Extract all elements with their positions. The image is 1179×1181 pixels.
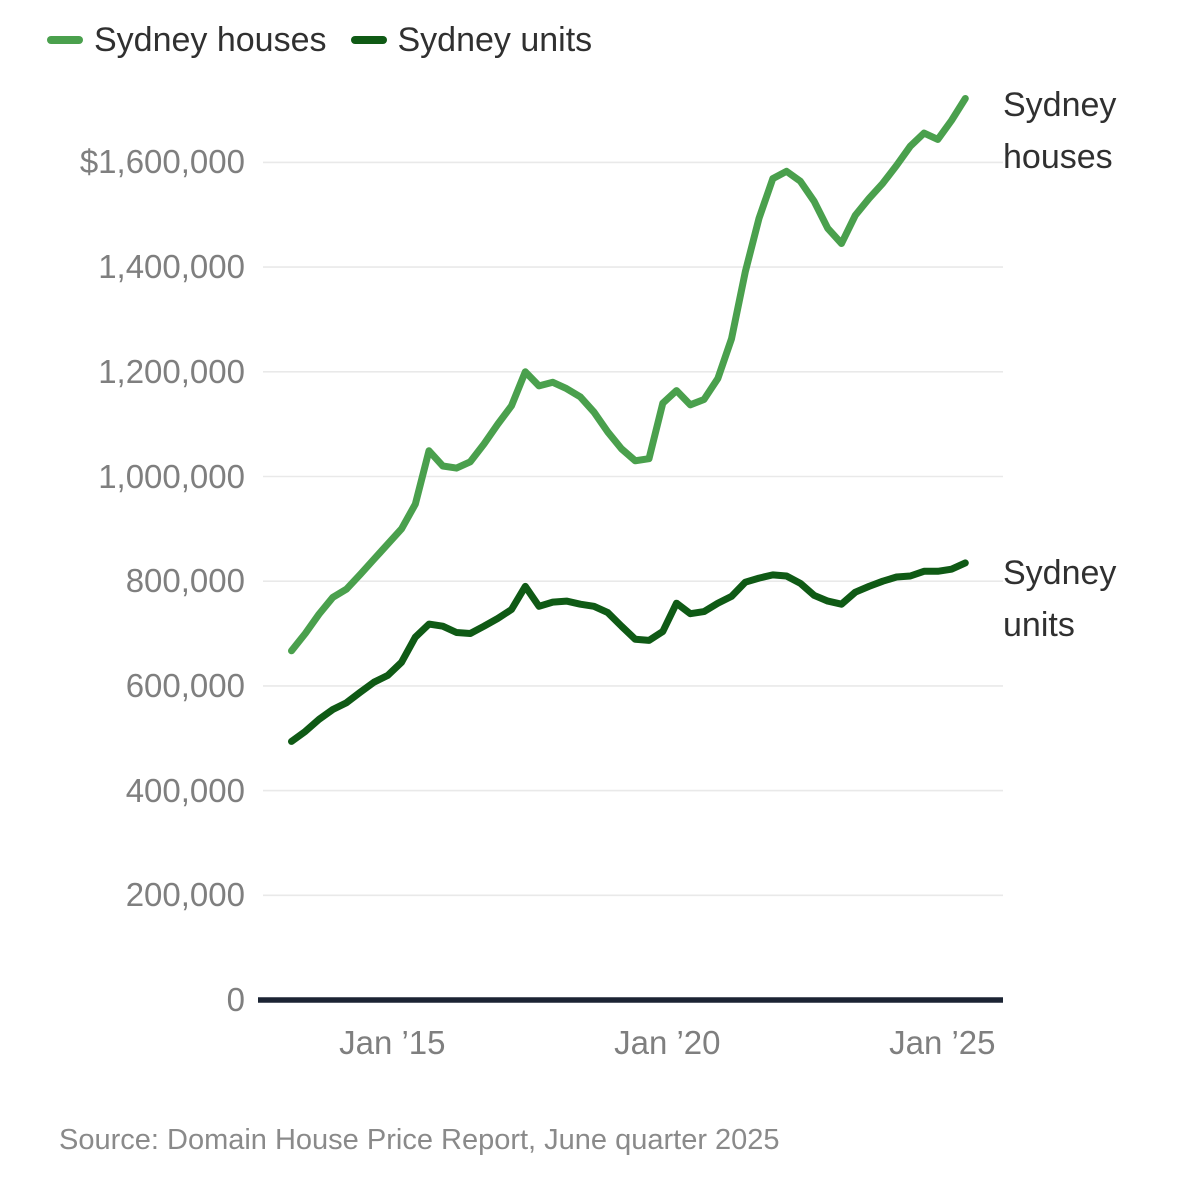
y-axis-tick-label: 800,000 [125, 562, 245, 600]
y-axis-tick-label: $1,600,000 [79, 143, 245, 181]
x-axis-tick-label: Jan ’25 [889, 1024, 996, 1061]
y-axis-tick-label: 0 [226, 981, 245, 1018]
source-note: Source: Domain House Price Report, June … [59, 1124, 780, 1156]
houses-line-swatch-icon [47, 36, 83, 44]
x-axis-tick-label: Jan ’20 [614, 1024, 721, 1061]
y-axis-tick-label: 1,000,000 [98, 457, 245, 495]
series-label-sydney-units: Sydney units [1003, 554, 1117, 644]
x-axis-labels: Jan ’15 Jan ’20 Jan ’25 [0, 1024, 1179, 1068]
y-axis-tick-label: 200,000 [125, 876, 245, 914]
legend: Sydney houses Sydney units [47, 18, 592, 62]
legend-label-sydney-houses: Sydney houses [94, 20, 327, 59]
y-axis-tick-label: 400,000 [125, 771, 245, 809]
y-axis-tick-label: 1,400,000 [98, 248, 245, 286]
series-line-sydney-units[interactable] [288, 559, 969, 745]
y-axis-tick-label: 600,000 [125, 666, 245, 704]
y-axis-tick-label: 1,200,000 [98, 352, 245, 390]
x-axis-tick-label: Jan ’15 [339, 1024, 446, 1061]
units-line-swatch-icon [350, 36, 387, 44]
legend-item-sydney-houses[interactable]: Sydney houses [47, 21, 327, 60]
legend-item-sydney-units[interactable]: Sydney units [350, 20, 593, 60]
series-line-sydney-houses[interactable] [288, 95, 969, 655]
series-label-sydney-houses: Sydney houses [1003, 86, 1117, 176]
legend-label-sydney-units: Sydney units [397, 20, 593, 59]
